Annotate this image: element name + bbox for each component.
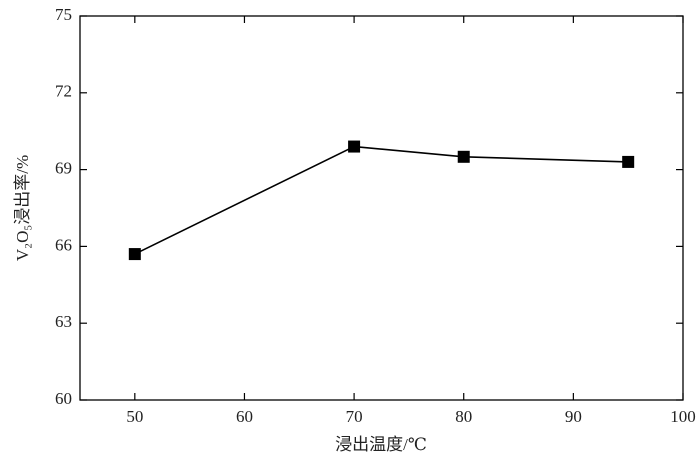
x-tick-label: 80 [455,407,472,426]
y-tick-label: 72 [55,82,72,101]
x-tick-label: 50 [126,407,143,426]
x-tick-label: 90 [565,407,582,426]
y-tick-label: 66 [55,235,72,254]
data-line [134,145,629,255]
x-axis-label: 浸出温度/℃ [335,435,427,454]
data-point [128,248,141,261]
plot-frame [79,15,684,401]
x-tick-label: 60 [236,407,253,426]
y-tick-label: 75 [55,5,72,24]
y-tick-label: 63 [55,312,72,331]
data-point [622,155,635,168]
data-point [348,140,361,153]
y-axis-label: V₂O₅浸出率/% [13,155,32,261]
x-tick-label: 70 [346,407,363,426]
y-tick-label: 60 [55,389,72,408]
data-point [457,150,470,163]
x-tick-label: 100 [670,407,696,426]
y-tick-label: 69 [55,159,72,178]
